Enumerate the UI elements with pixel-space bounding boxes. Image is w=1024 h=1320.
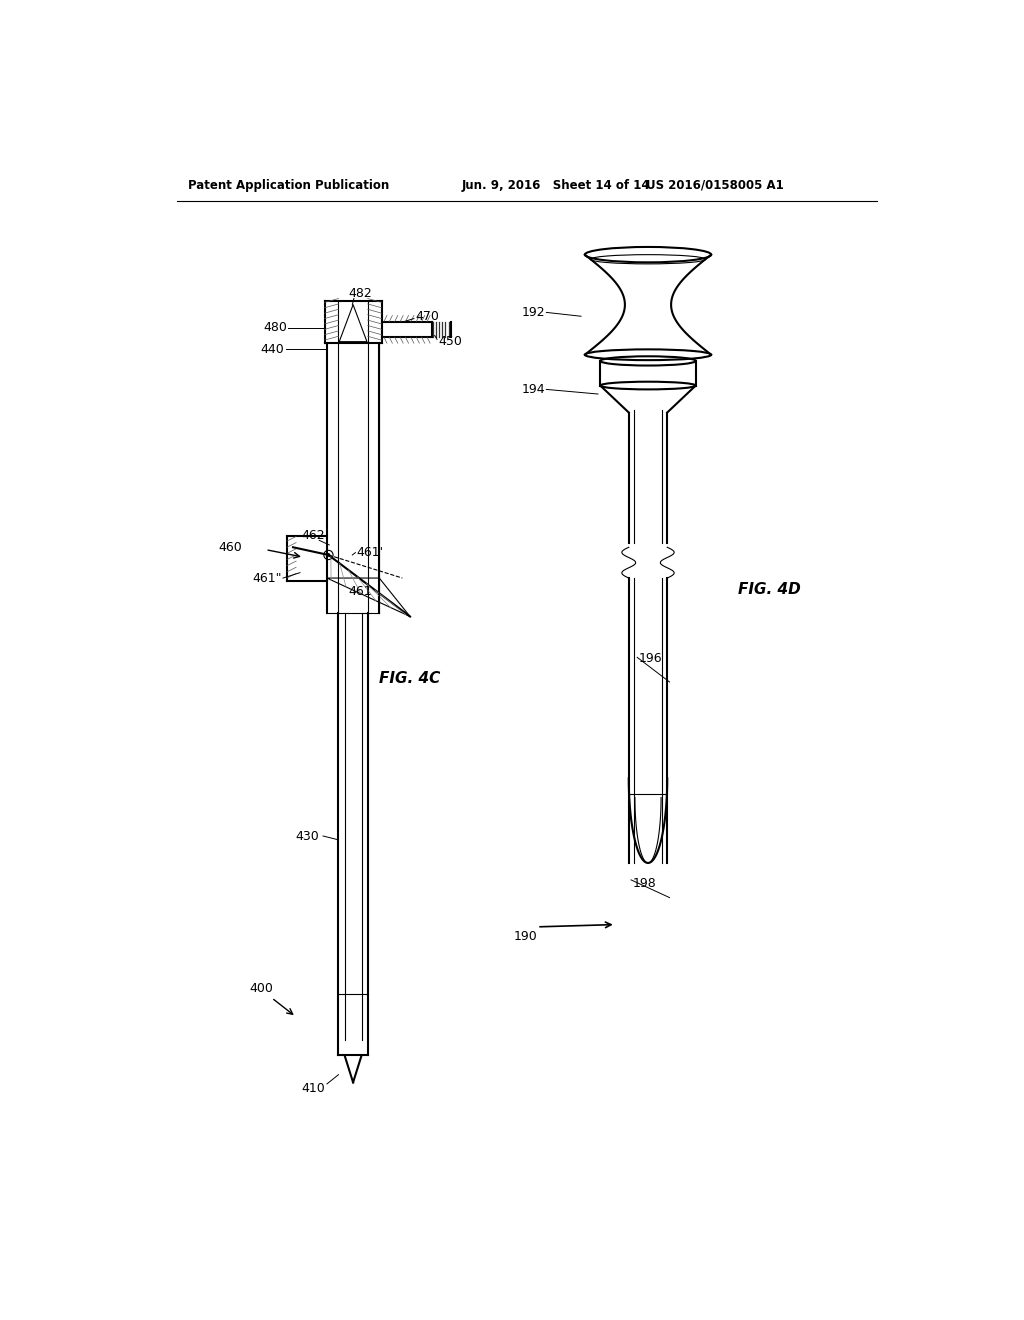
Text: 450: 450 — [438, 335, 463, 348]
Text: 461": 461" — [252, 572, 282, 585]
Text: 462: 462 — [301, 529, 325, 543]
Text: 482: 482 — [348, 286, 372, 300]
Text: 430: 430 — [296, 829, 319, 842]
Text: FIG. 4C: FIG. 4C — [379, 671, 440, 685]
Text: 192: 192 — [521, 306, 545, 319]
Text: 461': 461' — [356, 546, 383, 560]
Text: Patent Application Publication: Patent Application Publication — [188, 178, 389, 191]
Text: Jun. 9, 2016   Sheet 14 of 14: Jun. 9, 2016 Sheet 14 of 14 — [462, 178, 650, 191]
Text: 410: 410 — [301, 1082, 325, 1096]
Text: FIG. 4D: FIG. 4D — [738, 582, 801, 597]
Circle shape — [328, 554, 330, 556]
Text: 196: 196 — [639, 652, 663, 665]
Text: 460: 460 — [218, 541, 243, 554]
Text: 198: 198 — [633, 878, 656, 890]
Text: US 2016/0158005 A1: US 2016/0158005 A1 — [646, 178, 784, 191]
Text: 461: 461 — [348, 585, 372, 598]
Text: 440: 440 — [261, 343, 285, 356]
Text: 470: 470 — [416, 310, 439, 323]
Text: 190: 190 — [513, 929, 537, 942]
Text: 194: 194 — [521, 383, 545, 396]
Text: 480: 480 — [263, 321, 287, 334]
Text: 400: 400 — [250, 982, 273, 995]
